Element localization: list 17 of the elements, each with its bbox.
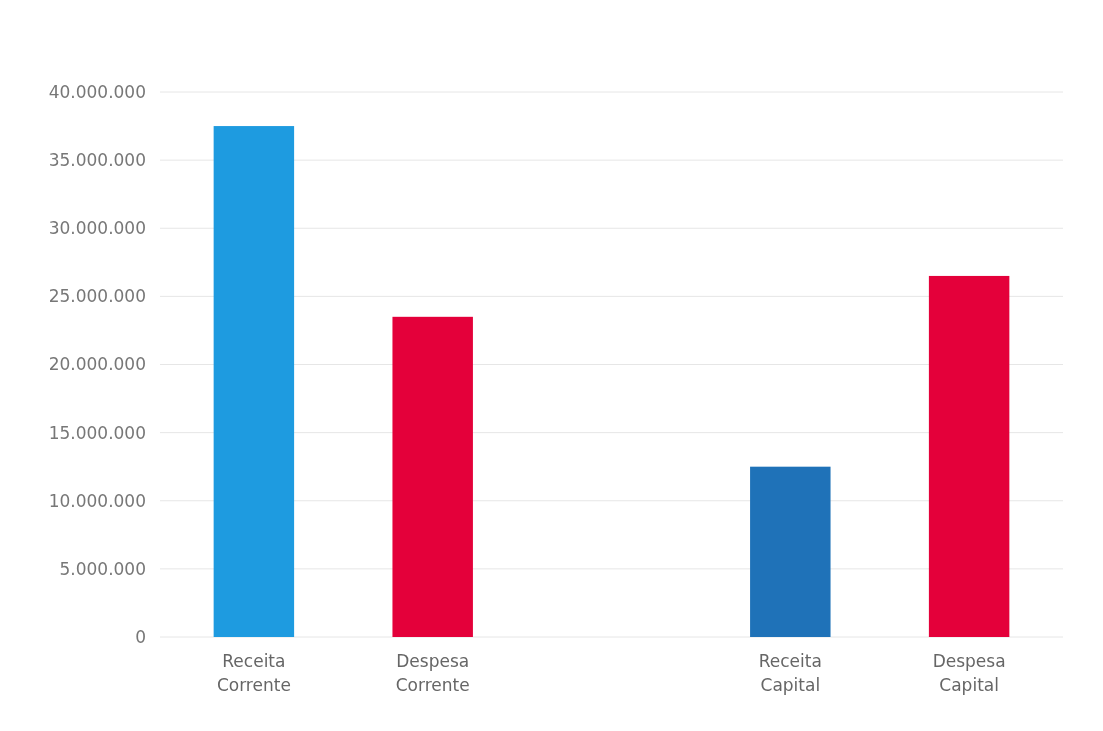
x-tick-label: Receita Corrente [216,651,291,695]
y-tick-label: 30.000.000 [48,218,146,239]
y-tick-label: 40.000.000 [48,81,146,102]
x-tick-label: Receita Capital [758,651,822,695]
bar [928,275,1010,637]
y-tick-label: 20.000.000 [48,354,146,375]
bar [750,466,831,637]
y-tick-label: 25.000.000 [48,286,146,307]
y-tick-label: 35.000.000 [48,150,146,171]
y-tick-label: 0 [135,626,146,647]
y-tick-label: 15.000.000 [48,422,146,443]
bar [392,316,473,637]
y-tick-label: 10.000.000 [48,490,146,511]
bar [213,126,295,637]
y-tick-label: 5.000.000 [59,558,146,579]
x-tick-label: Despesa Capital [932,651,1006,695]
x-tick-label: Despesa Corrente [395,651,470,695]
